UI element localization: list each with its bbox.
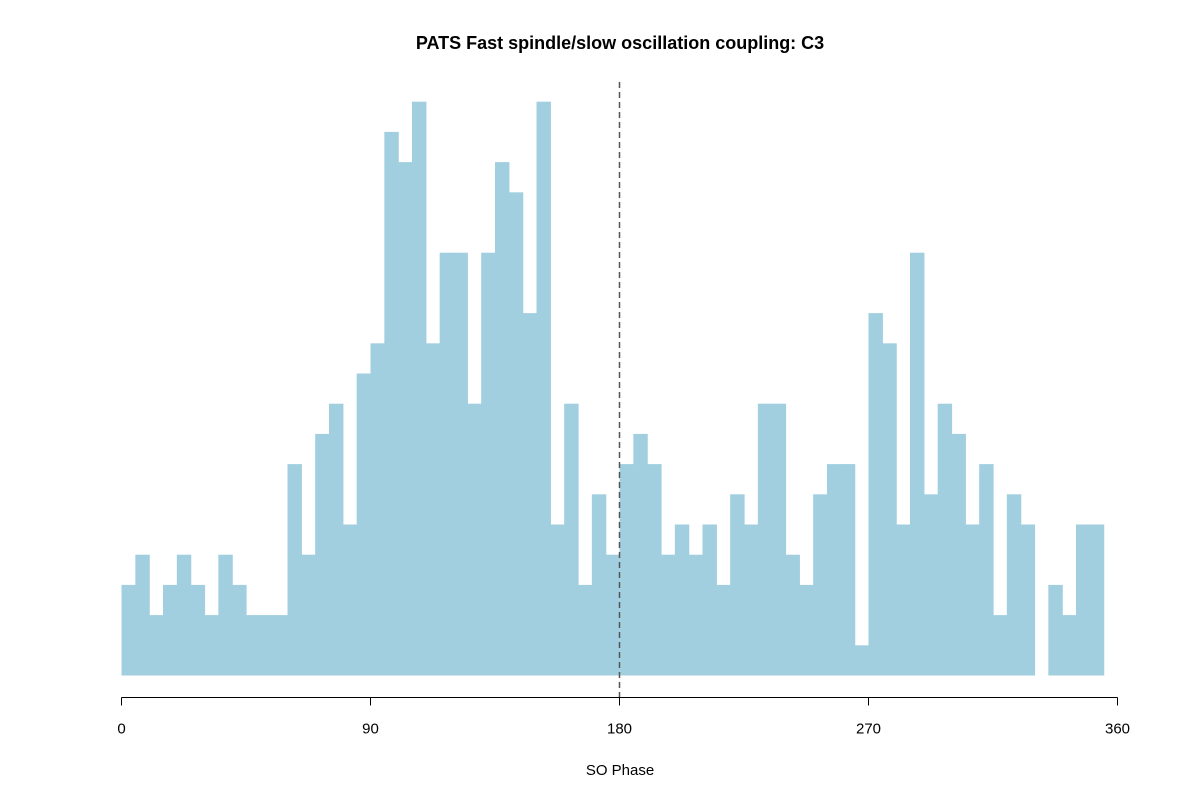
histogram-bar	[176, 554, 192, 676]
histogram-bar	[550, 524, 565, 676]
histogram-bar	[301, 554, 316, 676]
histogram-bar	[591, 494, 607, 676]
histogram-bar	[951, 433, 966, 676]
histogram-bar	[827, 464, 842, 676]
histogram-bar	[439, 252, 455, 676]
histogram-bar	[578, 584, 593, 676]
histogram-bar	[121, 584, 136, 676]
histogram-bar	[882, 343, 897, 676]
histogram-bar	[661, 554, 676, 676]
histogram-bar	[688, 554, 704, 676]
histogram-bar	[757, 403, 773, 676]
histogram-bar	[467, 403, 482, 676]
x-tick-label: 90	[362, 721, 379, 738]
histogram-bar	[840, 464, 856, 676]
histogram-bar	[287, 464, 302, 676]
histogram-bar	[937, 403, 953, 676]
histogram-bar	[1048, 584, 1063, 676]
histogram-bar	[716, 584, 731, 676]
histogram-bar	[605, 554, 621, 676]
histogram-bar	[1062, 615, 1077, 676]
histogram-bar	[965, 524, 980, 676]
histogram-bar	[647, 464, 662, 676]
x-tick-label: 0	[117, 721, 125, 738]
histogram-bar	[425, 343, 441, 676]
histogram-bar	[799, 584, 814, 676]
x-tick-label: 360	[1105, 721, 1130, 738]
histogram-bar	[785, 554, 800, 676]
histogram-bar	[370, 343, 385, 676]
histogram-bar	[771, 403, 787, 676]
histogram-bar	[1020, 524, 1036, 676]
histogram-bar	[619, 464, 634, 676]
histogram-bar	[896, 524, 911, 676]
histogram-bar	[910, 252, 925, 676]
histogram-bar	[993, 615, 1008, 676]
histogram-bar	[190, 584, 206, 676]
histogram-bar	[218, 554, 233, 676]
histogram-bar	[744, 524, 759, 676]
histogram-bar	[481, 252, 496, 676]
x-axis: 0 90 180 270 360	[117, 697, 1130, 738]
histogram-bar	[979, 464, 994, 676]
histogram-bar	[702, 524, 717, 676]
x-tick-label: 180	[607, 721, 632, 738]
histogram-bar	[398, 162, 413, 676]
bars-group	[121, 101, 1105, 676]
histogram-bar	[273, 615, 289, 676]
histogram-bar	[1089, 524, 1105, 676]
histogram-bar	[633, 433, 648, 676]
histogram-bar	[508, 192, 524, 676]
histogram-bar	[813, 494, 828, 676]
histogram-bar	[564, 403, 579, 676]
histogram-bar	[135, 554, 150, 676]
histogram-bar	[315, 433, 330, 676]
histogram-bar	[923, 494, 939, 676]
histogram-bar	[246, 615, 261, 676]
histogram-bar	[163, 584, 178, 676]
histogram-bar	[854, 645, 870, 676]
histogram-bar	[1006, 494, 1022, 676]
histogram-bar	[149, 615, 164, 676]
histogram-bar	[522, 313, 538, 676]
histogram-bar	[868, 313, 883, 676]
x-axis-label: SO Phase	[586, 762, 654, 779]
histogram-bar	[342, 524, 358, 676]
histogram-bar	[674, 524, 690, 676]
histogram-bar	[730, 494, 745, 676]
histogram-bar	[384, 131, 399, 676]
histogram-bar	[412, 101, 427, 676]
histogram-bar	[453, 252, 468, 676]
histogram-bar	[1076, 524, 1091, 676]
histogram-bar	[259, 615, 275, 676]
histogram-bar	[536, 101, 551, 676]
histogram-bar	[329, 403, 344, 676]
x-tick-label: 270	[856, 721, 881, 738]
histogram-bar	[495, 162, 510, 676]
histogram-bar	[204, 615, 219, 676]
histogram-bar	[232, 584, 247, 676]
chart-title: PATS Fast spindle/slow oscillation coupl…	[416, 33, 824, 53]
histogram-bar	[356, 373, 372, 676]
